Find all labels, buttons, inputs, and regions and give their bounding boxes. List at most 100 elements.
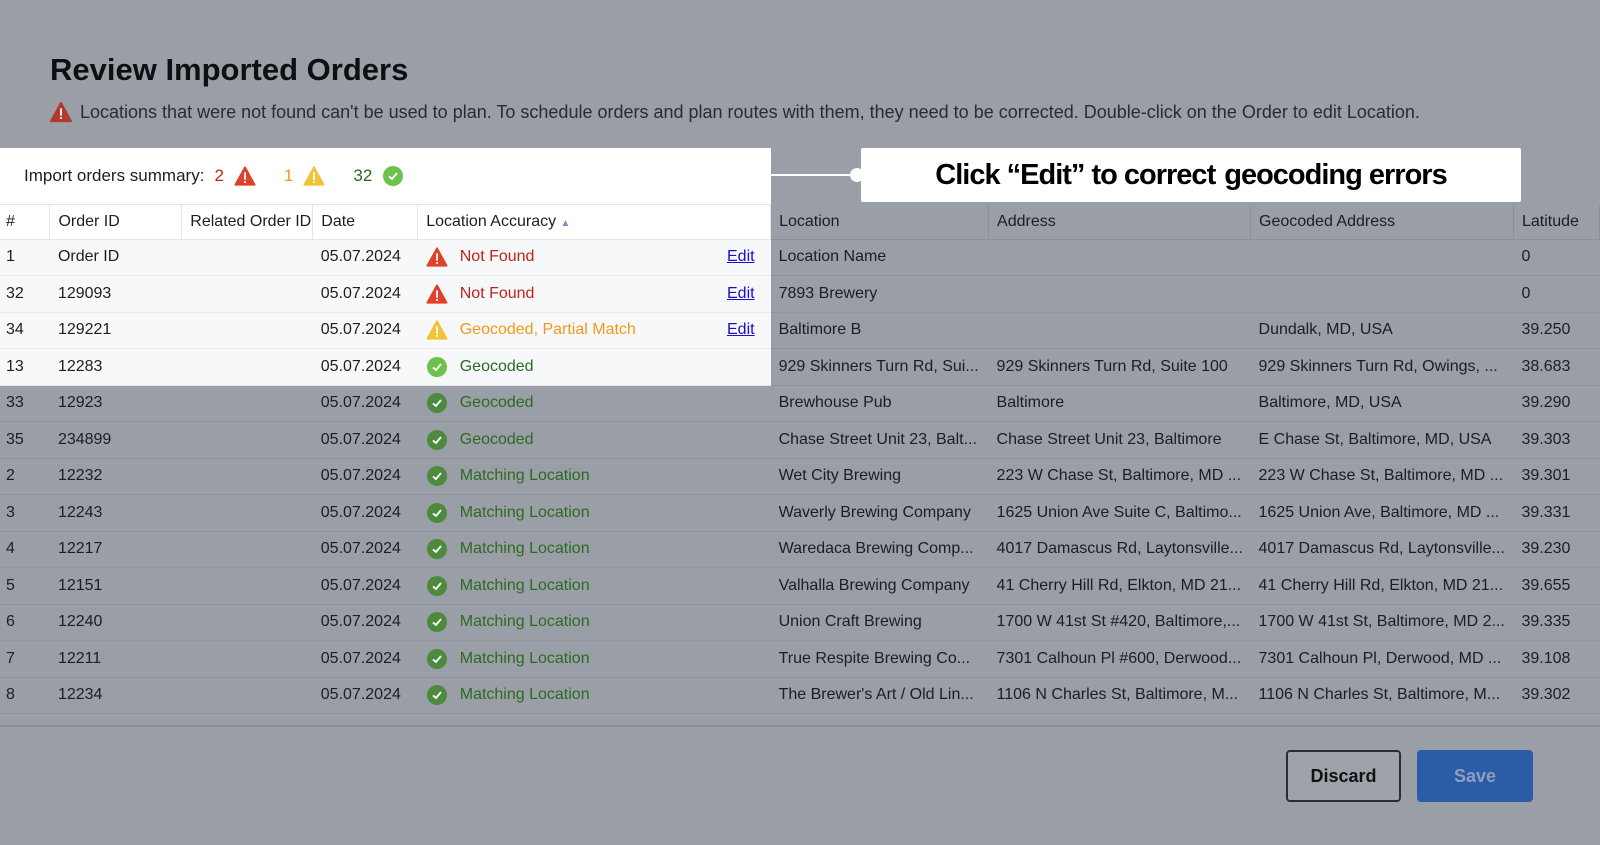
edit-link[interactable]: Edit — [727, 321, 755, 339]
callout-dot — [850, 168, 864, 182]
check-circle-icon — [426, 502, 448, 524]
accuracy-status: Geocoded — [459, 394, 534, 412]
warning-icon — [303, 165, 325, 187]
cell-geo: Baltimore, MD, USA — [1250, 385, 1514, 422]
callout-line1: Click “Edit” to correct — [935, 158, 1216, 191]
cell-lat: 39.331 — [1513, 494, 1600, 532]
cell-rel — [181, 604, 313, 641]
column-header[interactable]: Latitude — [1513, 205, 1600, 240]
accuracy-status: Matching Location — [459, 613, 590, 631]
cell-rel — [181, 458, 313, 495]
summary-warning-count: 1 — [283, 166, 294, 185]
footer: Discard Save — [0, 725, 1600, 828]
accuracy-status: Matching Location — [459, 649, 590, 667]
column-header[interactable]: Order ID — [49, 205, 183, 240]
cell-geo: Dundalk, MD, USA — [1250, 312, 1514, 349]
check-circle-icon — [426, 356, 448, 378]
cell-id: 12151 — [49, 567, 182, 605]
cell-n: 34 — [0, 312, 50, 349]
table-row[interactable]: 3 12243 05.07.2024 Matching Location Waverly… — [0, 494, 1600, 532]
accuracy-status: Matching Location — [459, 576, 590, 594]
table-row[interactable]: 7 12211 05.07.2024 Matching Location True Re… — [0, 640, 1600, 678]
cell-id: 129093 — [49, 275, 182, 313]
cell-n: 32 — [0, 275, 50, 313]
cell-date: 05.07.2024 — [312, 677, 418, 714]
cell-n: 13 — [0, 348, 50, 386]
cell-n: 8 — [0, 677, 50, 714]
check-circle-icon — [426, 684, 448, 706]
cell-status: Geocoded, Partial Match Edit — [417, 312, 771, 349]
sort-asc-icon: ▲ — [560, 217, 571, 229]
cell-lat: 0 — [1513, 239, 1600, 276]
cell-geo — [1250, 275, 1514, 313]
warning-triangle-icon — [50, 101, 72, 123]
warning-icon — [426, 319, 448, 341]
page-title: Review Imported Orders — [50, 52, 409, 87]
accuracy-status: Geocoded — [459, 357, 534, 375]
cell-date: 05.07.2024 — [312, 239, 418, 276]
orders-table: # Order ID Related Order ID Date Location Ac… — [0, 205, 1600, 725]
cell-rel — [181, 531, 313, 568]
cell-date: 05.07.2024 — [312, 531, 418, 568]
cell-loc: Brewhouse Pub — [770, 385, 989, 422]
callout-line2: geocoding errors — [1224, 158, 1447, 191]
column-header[interactable]: Location Accuracy ▲ — [417, 205, 772, 240]
edit-link[interactable]: Edit — [727, 248, 755, 266]
edit-link[interactable]: Edit — [727, 284, 755, 302]
cell-addr: Baltimore — [988, 385, 1251, 422]
cell-lat: 39.230 — [1513, 531, 1600, 568]
cell-lat: 39.108 — [1513, 640, 1600, 678]
cell-loc: 7893 Brewery — [770, 275, 989, 313]
table-row[interactable]: 35 234899 05.07.2024 Geocoded Chase Street U… — [0, 421, 1600, 459]
cell-status: Geocoded — [417, 421, 771, 459]
error-icon — [426, 246, 448, 268]
cell-id: 12217 — [49, 531, 182, 568]
cell-n: 5 — [0, 567, 50, 605]
column-header[interactable]: Related Order ID — [181, 205, 314, 240]
table-row[interactable]: 6 12240 05.07.2024 Matching Location Union C… — [0, 604, 1600, 641]
summary-error-count: 2 — [214, 166, 224, 185]
check-circle-icon — [426, 611, 448, 633]
table-row[interactable]: 13 12283 05.07.2024 Geocoded 929 Skinners Tu… — [0, 348, 1600, 386]
table-row[interactable]: 4 12217 05.07.2024 Matching Location Waredac… — [0, 531, 1600, 568]
cell-addr: 929 Skinners Turn Rd, Suite 100 — [988, 348, 1251, 386]
cell-date: 05.07.2024 — [312, 348, 418, 386]
column-header[interactable]: Location — [770, 205, 990, 240]
cell-lat: 39.301 — [1513, 458, 1600, 495]
cell-id: 12232 — [49, 458, 182, 495]
error-icon — [426, 283, 448, 305]
cell-status: Matching Location — [417, 458, 771, 495]
cell-loc: Location Name — [770, 239, 989, 276]
cell-n: 7 — [0, 640, 50, 678]
table-row[interactable]: 5 12151 05.07.2024 Matching Location Valhall… — [0, 567, 1600, 605]
table-row[interactable]: 1 Order ID 05.07.2024 Not Found Edit Location… — [0, 239, 1600, 276]
cell-geo: 1625 Union Ave, Baltimore, MD ... — [1250, 494, 1514, 532]
table-row[interactable]: 32 129093 05.07.2024 Not Found Edit 7893 Brew… — [0, 275, 1600, 313]
callout-connector — [771, 174, 855, 176]
column-header[interactable]: Geocoded Address — [1250, 205, 1514, 240]
column-header[interactable]: # — [0, 205, 51, 240]
cell-id: Order ID — [49, 239, 182, 276]
cell-loc: 929 Skinners Turn Rd, Sui... — [770, 348, 989, 386]
cell-n: 3 — [0, 494, 50, 532]
cell-addr: 1700 W 41st St #420, Baltimore,... — [988, 604, 1251, 641]
cell-status: Matching Location — [417, 531, 771, 568]
table-row[interactable]: 8 12234 05.07.2024 Matching Location The Bre… — [0, 677, 1600, 714]
table-row[interactable]: 2 12232 05.07.2024 Matching Location Wet Cit… — [0, 458, 1600, 495]
column-header[interactable]: Address — [988, 205, 1252, 240]
cell-id: 234899 — [49, 421, 182, 459]
column-label: Location Accuracy — [426, 212, 557, 230]
check-circle-icon — [382, 165, 404, 187]
discard-button[interactable]: Discard — [1286, 750, 1401, 802]
column-header[interactable]: Date — [312, 205, 419, 240]
cell-status: Geocoded — [417, 348, 771, 386]
save-button[interactable]: Save — [1417, 750, 1533, 802]
callout-tooltip: Click “Edit” to correct geocoding errors — [861, 148, 1521, 202]
accuracy-status: Geocoded — [459, 430, 534, 448]
cell-geo: 223 W Chase St, Baltimore, MD ... — [1250, 458, 1514, 495]
cell-geo: 7301 Calhoun Pl, Derwood, MD ... — [1250, 640, 1514, 678]
cell-id: 12234 — [49, 677, 182, 714]
accuracy-status: Matching Location — [459, 686, 590, 704]
table-row[interactable]: 33 12923 05.07.2024 Geocoded Brewhouse Pub Ba… — [0, 385, 1600, 422]
table-row[interactable]: 34 129221 05.07.2024 Geocoded, Partial Matc… — [0, 312, 1600, 349]
